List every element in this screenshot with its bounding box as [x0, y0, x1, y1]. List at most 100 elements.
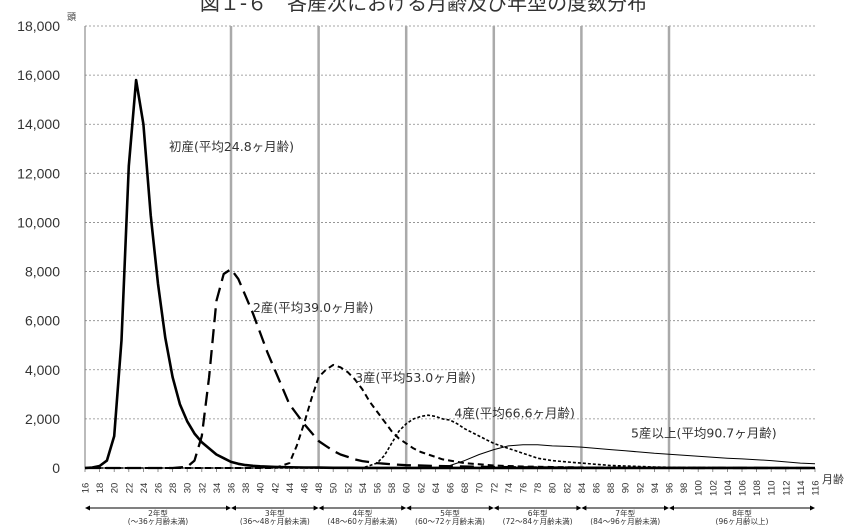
x-tick-label: 38 — [241, 483, 252, 494]
x-tick-label: 48 — [314, 483, 325, 494]
x-tick-label: 112 — [781, 480, 792, 495]
x-tick-label: 116 — [811, 480, 822, 495]
x-tick-label: 108 — [752, 480, 763, 496]
year-band-arrow-right — [313, 505, 319, 511]
x-tick-label: 78 — [533, 483, 544, 494]
x-tick-label: 106 — [738, 480, 749, 496]
x-tick-label: 74 — [504, 483, 515, 494]
x-tick-label: 70 — [475, 483, 486, 494]
year-band-sublabel: (84～96ヶ月齢未満) — [590, 516, 660, 525]
x-tick-label: 46 — [300, 483, 311, 494]
x-tick-label: 18 — [95, 483, 106, 494]
x-tick-label: 102 — [708, 480, 719, 496]
x-tick-label: 62 — [416, 483, 427, 494]
y-tick-label: 4,000 — [25, 362, 60, 378]
x-tick-label: 60 — [402, 483, 413, 494]
x-tick-label: 86 — [592, 483, 603, 494]
x-tick-label: 42 — [270, 483, 281, 494]
y-tick-label: 0 — [52, 460, 60, 476]
x-tick-label: 68 — [460, 483, 471, 494]
x-tick-label: 58 — [387, 483, 398, 494]
x-tick-label: 104 — [723, 480, 734, 496]
x-tick-label: 88 — [606, 483, 617, 494]
x-tick-label: 44 — [285, 483, 296, 494]
year-band-arrow-left — [318, 505, 324, 511]
year-band-arrow-right — [226, 505, 231, 511]
y-tick-label: 6,000 — [25, 313, 60, 329]
x-tick-label: 40 — [256, 483, 267, 494]
year-band-label: 3年型 — [265, 508, 285, 518]
x-tick-label: 72 — [489, 483, 500, 494]
chart-title: 図１-６ 各産次における月齢及び年型の度数分布 — [199, 0, 648, 15]
series-annotation: 2産(平均39.0ヶ月齢) — [253, 300, 374, 315]
x-tick-label: 100 — [694, 480, 705, 496]
x-tick-label: 84 — [577, 483, 588, 494]
x-tick-label: 94 — [650, 483, 661, 494]
x-tick-label: 22 — [124, 483, 135, 494]
series-annotation: 5産以上(平均90.7ヶ月齢) — [631, 425, 777, 440]
x-tick-label: 66 — [446, 483, 457, 494]
year-band-arrow-left — [406, 505, 412, 511]
year-band-label: 6年型 — [528, 508, 548, 518]
x-tick-label: 24 — [139, 483, 150, 494]
x-tick-label: 92 — [635, 483, 646, 494]
series-line-2 — [85, 267, 816, 470]
year-band-sublabel: (36～48ヶ月齢未満) — [240, 516, 310, 525]
x-tick-label: 96 — [665, 483, 676, 494]
y-tick-label: 10,000 — [17, 214, 60, 230]
x-tick-label: 28 — [168, 483, 179, 494]
x-tick-label: 114 — [796, 480, 807, 495]
y-tick-label: 12,000 — [17, 165, 60, 181]
x-tick-label: 30 — [183, 483, 194, 494]
x-tick-label: 56 — [373, 483, 384, 494]
y-axis-unit: 頭 — [67, 12, 76, 23]
x-tick-label: 82 — [562, 483, 573, 494]
x-tick-label: 110 — [767, 480, 778, 495]
series-annotation: 4産(平均66.6ヶ月齢) — [454, 406, 575, 421]
x-axis-unit: 月齢 — [822, 472, 844, 486]
x-tick-label: 34 — [212, 483, 223, 494]
year-band-arrow-right — [401, 505, 407, 511]
series-line-4 — [85, 414, 816, 469]
x-tick-label: 50 — [329, 483, 340, 494]
year-band-arrow-left — [231, 505, 236, 511]
y-tick-label: 14,000 — [17, 116, 60, 132]
x-tick-label: 76 — [519, 483, 530, 494]
x-tick-label: 20 — [110, 483, 121, 494]
year-band-arrow-right — [664, 505, 669, 511]
year-band-arrow-left — [85, 505, 90, 511]
x-tick-label: 90 — [621, 483, 632, 494]
x-tick-label: 64 — [431, 483, 442, 494]
year-band-sublabel: (96ヶ月齢以上) — [716, 516, 769, 525]
year-band-sublabel: (～36ヶ月齢未満) — [128, 516, 188, 525]
year-band-label: 2年型 — [148, 508, 168, 518]
year-band-label: 7年型 — [615, 508, 635, 518]
x-tick-label: 54 — [358, 483, 369, 494]
year-band-label: 5年型 — [440, 508, 460, 518]
x-tick-label: 80 — [548, 483, 559, 494]
x-tick-label: 36 — [227, 483, 238, 494]
y-tick-label: 8,000 — [25, 264, 60, 280]
series-line-5 — [85, 444, 816, 469]
x-tick-label: 16 — [81, 483, 92, 494]
y-tick-label: 18,000 — [17, 18, 60, 34]
x-tick-label: 52 — [343, 483, 354, 494]
series-line-1 — [84, 78, 816, 470]
x-tick-label: 26 — [154, 483, 165, 494]
year-band-arrow-right — [810, 505, 815, 511]
x-tick-label: 32 — [197, 483, 208, 494]
year-band-label: 4年型 — [353, 508, 373, 518]
series-annotation: 3産(平均53.0ヶ月齢) — [355, 370, 476, 385]
year-band-arrow-right — [488, 505, 494, 511]
series-line-3 — [85, 363, 816, 469]
year-band-sublabel: (60～72ヶ月齢未満) — [415, 516, 485, 525]
year-band-arrow-left — [581, 505, 587, 511]
year-band-arrow-left — [669, 505, 674, 511]
year-band-sublabel: (72～84ヶ月齢未満) — [503, 516, 573, 525]
year-band-arrow-right — [576, 505, 582, 511]
y-tick-label: 2,000 — [25, 411, 60, 427]
year-band-label: 8年型 — [732, 508, 752, 518]
year-band-arrow-left — [493, 505, 499, 511]
series-annotation: 初産(平均24.8ヶ月齢) — [169, 139, 294, 154]
